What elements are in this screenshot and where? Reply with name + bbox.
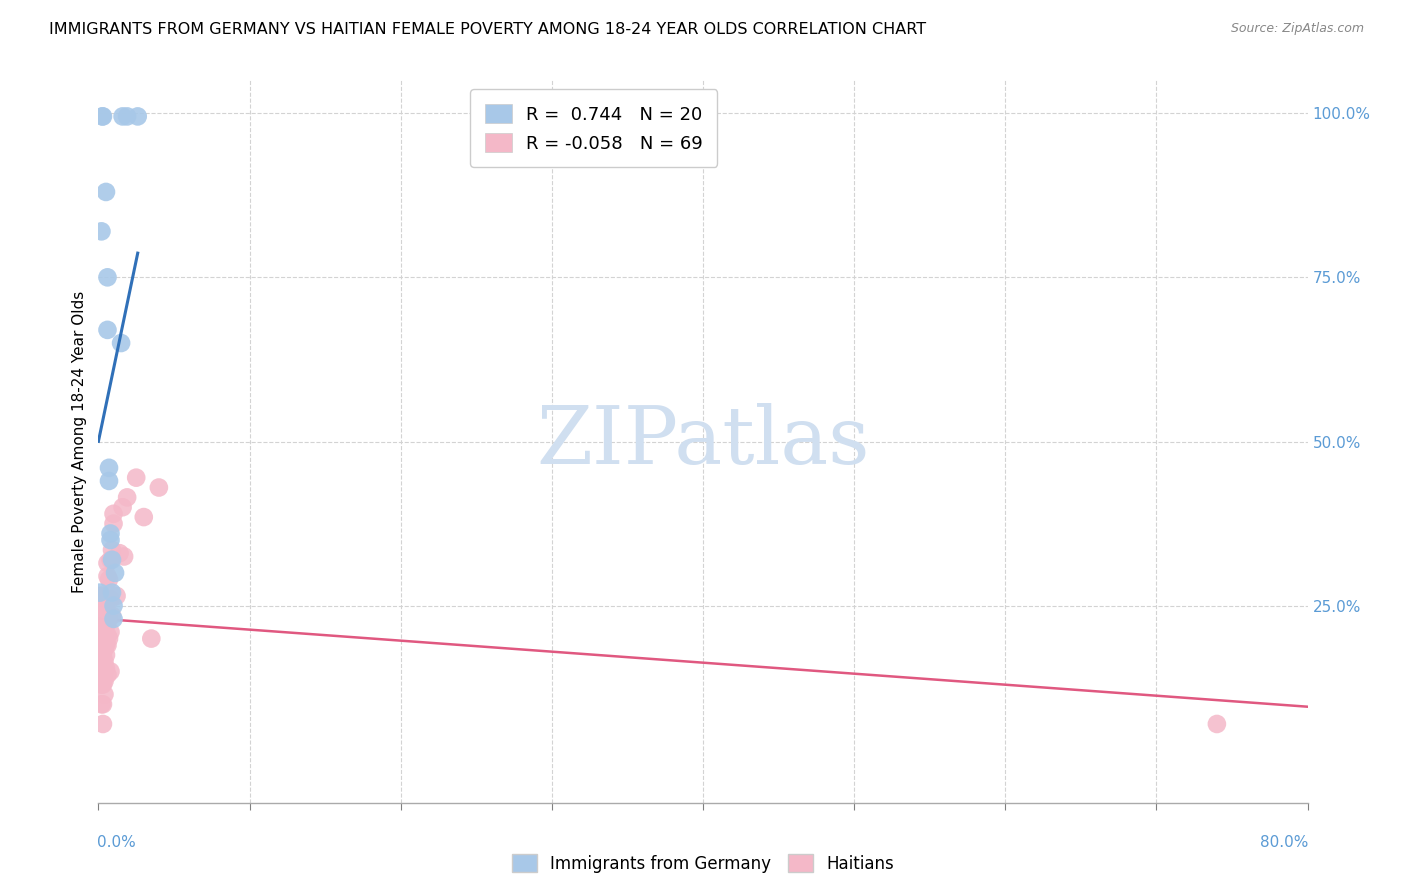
Point: [100, 553, 122, 567]
Point: [96, 323, 118, 337]
Text: Source: ZipAtlas.com: Source: ZipAtlas.com: [1230, 22, 1364, 36]
Point: [110, 336, 132, 351]
Point: [101, 553, 124, 567]
Point: [125, 471, 148, 485]
Text: 0.0%: 0.0%: [97, 835, 136, 850]
Point: [90, 224, 112, 238]
Point: [93, 687, 115, 701]
Point: [111, 110, 134, 124]
Point: [96, 569, 118, 583]
Point: [91, 638, 114, 652]
Point: [91, 677, 114, 691]
Text: IMMIGRANTS FROM GERMANY VS HAITIAN FEMALE POVERTY AMONG 18-24 YEAR OLDS CORRELAT: IMMIGRANTS FROM GERMANY VS HAITIAN FEMAL…: [49, 22, 927, 37]
Point: [90, 648, 112, 662]
Point: [90, 589, 112, 603]
Point: [90, 661, 112, 675]
Point: [115, 110, 138, 124]
Point: [91, 110, 114, 124]
Point: [91, 589, 114, 603]
Point: [100, 592, 122, 607]
Point: [90, 622, 112, 636]
Point: [91, 648, 114, 662]
Point: [100, 526, 122, 541]
Point: [93, 595, 115, 609]
Point: [90, 698, 112, 712]
Point: [96, 270, 118, 285]
Point: [132, 510, 155, 524]
Point: [96, 628, 118, 642]
Point: [148, 481, 170, 495]
Point: [98, 632, 121, 646]
Point: [96, 667, 118, 681]
Point: [94, 661, 117, 675]
Point: [89, 589, 111, 603]
Point: [96, 638, 118, 652]
Point: [98, 573, 121, 587]
Point: [94, 648, 117, 662]
Point: [100, 533, 122, 547]
Point: [141, 632, 163, 646]
Point: [94, 185, 117, 199]
Y-axis label: Female Poverty Among 18-24 Year Olds: Female Poverty Among 18-24 Year Olds: [72, 291, 87, 592]
Point: [103, 507, 125, 521]
Point: [1206, 717, 1229, 731]
Point: [91, 110, 114, 124]
Point: [93, 665, 115, 679]
Point: [90, 628, 112, 642]
Point: [94, 618, 117, 632]
Text: ZIPatlas: ZIPatlas: [536, 402, 870, 481]
Point: [105, 589, 128, 603]
Point: [89, 605, 111, 619]
Point: [96, 556, 118, 570]
Point: [94, 599, 117, 613]
Legend: Immigrants from Germany, Haitians: Immigrants from Germany, Haitians: [505, 847, 901, 880]
Point: [103, 599, 125, 613]
Point: [90, 638, 112, 652]
Point: [91, 698, 114, 712]
Point: [96, 615, 118, 630]
Point: [104, 566, 127, 580]
Point: [103, 612, 125, 626]
Point: [90, 615, 112, 630]
Point: [93, 632, 115, 646]
Point: [98, 608, 121, 623]
Point: [108, 546, 131, 560]
Point: [98, 474, 121, 488]
Point: [91, 628, 114, 642]
Point: [91, 615, 114, 630]
Point: [112, 549, 135, 564]
Point: [90, 595, 112, 609]
Point: [91, 602, 114, 616]
Point: [93, 608, 115, 623]
Point: [91, 648, 114, 662]
Point: [100, 665, 122, 679]
Point: [101, 585, 124, 599]
Point: [101, 542, 124, 557]
Point: [94, 628, 117, 642]
Point: [91, 661, 114, 675]
Point: [115, 491, 138, 505]
Point: [103, 516, 125, 531]
Point: [89, 641, 111, 656]
Point: [94, 608, 117, 623]
Point: [101, 608, 124, 623]
Point: [89, 618, 111, 632]
Point: [93, 674, 115, 689]
Point: [93, 622, 115, 636]
Point: [90, 602, 112, 616]
Point: [100, 625, 122, 640]
Point: [111, 500, 134, 515]
Point: [127, 110, 149, 124]
Point: [93, 641, 115, 656]
Point: [89, 585, 111, 599]
Point: [94, 638, 117, 652]
Point: [91, 717, 114, 731]
Point: [90, 608, 112, 623]
Point: [98, 460, 121, 475]
Point: [93, 655, 115, 669]
Point: [90, 677, 112, 691]
Point: [91, 638, 114, 652]
Legend: R =  0.744   N = 20, R = -0.058   N = 69: R = 0.744 N = 20, R = -0.058 N = 69: [470, 89, 717, 167]
Text: 80.0%: 80.0%: [1260, 835, 1309, 850]
